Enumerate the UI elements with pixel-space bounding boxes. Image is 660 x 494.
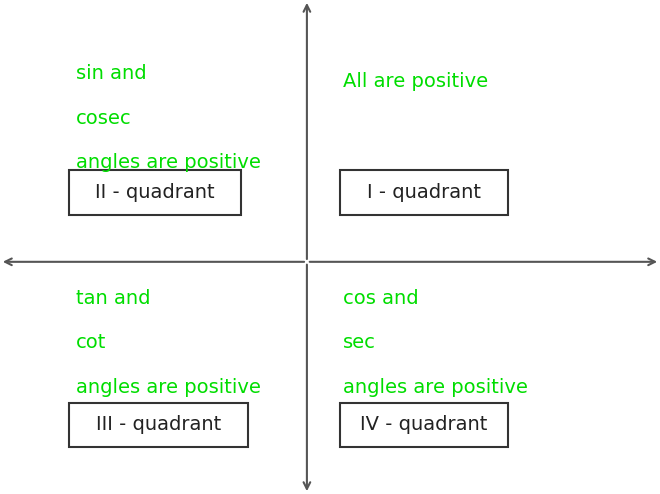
- Text: IV - quadrant: IV - quadrant: [360, 415, 488, 434]
- Text: cot: cot: [76, 333, 106, 352]
- Text: angles are positive: angles are positive: [76, 153, 261, 172]
- Text: I - quadrant: I - quadrant: [367, 183, 481, 202]
- Text: sin and: sin and: [76, 64, 147, 83]
- Text: sec: sec: [343, 333, 376, 352]
- FancyBboxPatch shape: [69, 403, 248, 447]
- Text: All are positive: All are positive: [343, 72, 488, 90]
- Text: angles are positive: angles are positive: [76, 378, 261, 397]
- FancyBboxPatch shape: [340, 170, 508, 215]
- Text: tan and: tan and: [76, 289, 150, 308]
- Text: cos and: cos and: [343, 289, 419, 308]
- Text: cosec: cosec: [76, 109, 131, 127]
- Text: II - quadrant: II - quadrant: [95, 183, 215, 202]
- FancyBboxPatch shape: [340, 403, 508, 447]
- Text: angles are positive: angles are positive: [343, 378, 528, 397]
- FancyBboxPatch shape: [69, 170, 241, 215]
- Text: III - quadrant: III - quadrant: [96, 415, 221, 434]
